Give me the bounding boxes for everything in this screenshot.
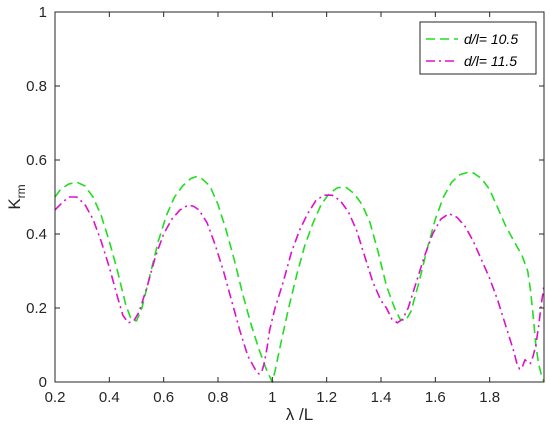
y-tick-label: 1 <box>39 4 47 21</box>
legend-label-2: d/l= 11.5 <box>464 53 517 69</box>
x-tick-label: 0.6 <box>153 389 174 406</box>
y-axis-label-main: K <box>5 198 24 210</box>
series-line-1 <box>54 171 545 383</box>
legend: d/l= 10.5 d/l= 11.5 <box>419 21 537 75</box>
y-tick-label: 0.6 <box>26 152 47 169</box>
y-tick-label: 0.4 <box>26 226 47 243</box>
legend-box <box>419 21 537 75</box>
x-tick-label: 1.8 <box>479 389 500 406</box>
y-tick-label: 0.2 <box>26 300 47 317</box>
y-tick-label: 0.8 <box>26 78 47 95</box>
x-tick-label: 1.2 <box>316 389 337 406</box>
x-axis-label: λ /L <box>286 405 313 424</box>
x-tick-label: 1.6 <box>425 389 446 406</box>
axes-box <box>54 11 545 383</box>
series-line-2 <box>54 194 545 375</box>
legend-label-1: d/l= 10.5 <box>464 31 518 47</box>
x-tick-label: 0.8 <box>208 389 229 406</box>
series-layer <box>54 171 545 383</box>
x-tick-label: 1 <box>268 389 276 406</box>
y-tick-label: 0 <box>39 374 47 391</box>
axes-layer: 0.2 0.4 0.6 0.8 1 1.2 1.4 1.6 1.800.20.40.60.81λ… <box>5 4 545 424</box>
y-axis-label-subscript: rm <box>14 184 28 198</box>
x-tick-label: 1.4 <box>371 389 392 406</box>
x-tick-label: 0.2 <box>45 389 66 406</box>
x-tick-label: 0.4 <box>99 389 120 406</box>
y-axis-label: Krm <box>5 184 28 209</box>
